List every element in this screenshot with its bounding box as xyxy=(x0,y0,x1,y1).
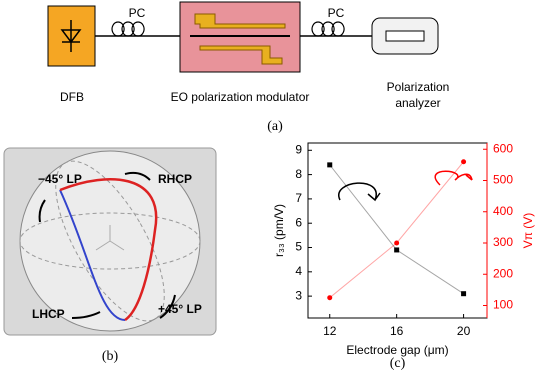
caption: (a) xyxy=(267,119,283,134)
trajectory xyxy=(59,178,158,322)
y-tick-label: 5 xyxy=(295,240,302,254)
state-label: +45° LP xyxy=(158,302,202,316)
trajectory xyxy=(59,189,126,321)
analyzer-label: analyzer xyxy=(395,96,440,110)
y2-tick-label: 300 xyxy=(493,235,513,249)
analyzer-slot xyxy=(385,30,425,42)
state-label: LHCP xyxy=(32,307,65,321)
dfb-label: DFB xyxy=(60,90,84,104)
marker xyxy=(394,240,400,246)
marker xyxy=(461,159,467,165)
pc-label: PC xyxy=(328,6,345,20)
marker xyxy=(327,295,333,301)
caption: (b) xyxy=(102,349,119,364)
chart: 12 16 20 3 4 5 6 7 8 9 100 200 300 400 500 600 Electrode… xyxy=(272,141,535,371)
y-tick-label: 3 xyxy=(295,288,302,302)
caption: (c) xyxy=(390,356,406,371)
y2-tick-label: 500 xyxy=(493,173,513,187)
annotation-arrow xyxy=(434,170,473,186)
y2-tick-label: 400 xyxy=(493,204,513,218)
poincare-sphere: −45° LP RHCP LHCP +45° LP (b) xyxy=(3,147,217,364)
axes-icon xyxy=(95,225,125,251)
y-tick-label: 9 xyxy=(295,142,302,156)
analyzer-label: Polarization xyxy=(387,80,450,94)
y-tick-label: 4 xyxy=(295,264,302,278)
marker xyxy=(327,162,333,168)
meridian xyxy=(55,160,165,322)
y2-axis-label: Vπ (V) xyxy=(521,213,535,249)
electrodes xyxy=(194,13,286,65)
state-label: −45° LP xyxy=(38,172,82,186)
pc-label: PC xyxy=(129,6,146,20)
x-tick-label: 12 xyxy=(323,324,337,338)
modulator-label: EO polarization modulator xyxy=(171,90,310,104)
x-tick-label: 16 xyxy=(390,324,404,338)
y2-tick-label: 100 xyxy=(493,298,513,312)
pc-coil xyxy=(111,21,145,37)
y-tick-label: 8 xyxy=(295,167,302,181)
diode-icon xyxy=(60,20,82,52)
y2-tick-label: 200 xyxy=(493,266,513,280)
series-line xyxy=(329,161,464,299)
setup-diagram: PC PC DFB EO polarization modulator Pola… xyxy=(47,1,450,134)
state-label: RHCP xyxy=(158,172,192,186)
marker xyxy=(461,291,467,297)
equator xyxy=(19,212,201,270)
pointer-arrow xyxy=(38,171,176,319)
marker xyxy=(394,247,400,253)
y-tick-label: 6 xyxy=(295,215,302,229)
y-axis-label: r₃₃ (pm/V) xyxy=(272,204,286,257)
pc-coil xyxy=(311,21,345,37)
y2-tick-label: 600 xyxy=(493,141,513,155)
annotation-arrow xyxy=(338,182,381,202)
x-tick-label: 20 xyxy=(457,324,471,338)
y-tick-label: 7 xyxy=(295,191,302,205)
x-axis-label: Electrode gap (μm) xyxy=(346,343,448,357)
